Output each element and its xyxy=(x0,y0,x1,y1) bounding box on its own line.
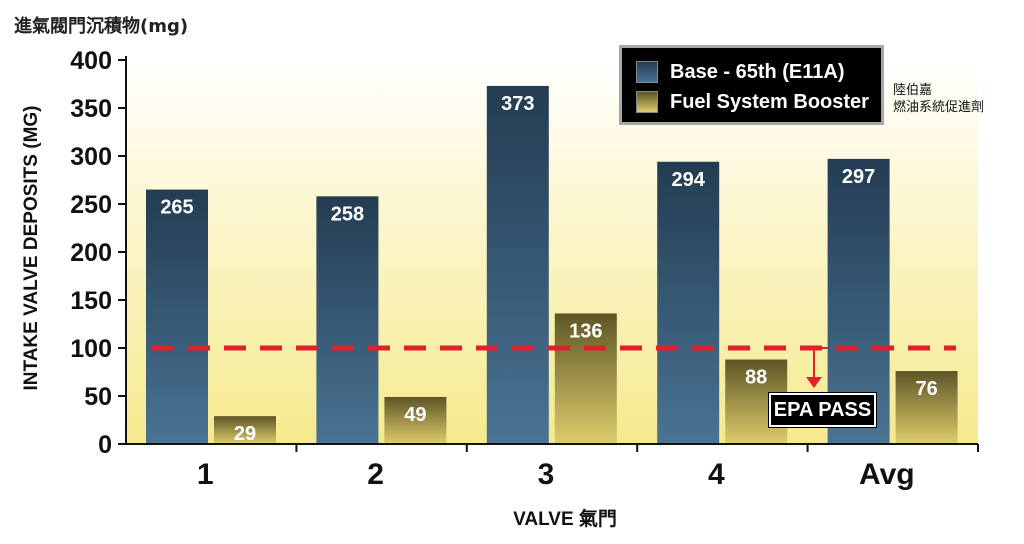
x-axis-title: VALVE 氣門 xyxy=(513,509,617,530)
data-label-booster-2: 49 xyxy=(404,404,426,426)
bar-base-4 xyxy=(657,161,720,444)
data-label-base-2: 258 xyxy=(331,203,364,225)
y-tick-label-0: 0 xyxy=(98,431,112,459)
bar-base-1 xyxy=(146,189,208,444)
y-tick-label-50: 50 xyxy=(84,383,112,411)
y-tick-label-300: 300 xyxy=(70,143,112,171)
data-label-booster-1: 29 xyxy=(234,423,256,445)
data-label-base-4: 294 xyxy=(672,169,706,191)
bar-booster-avg xyxy=(895,371,958,444)
chart-title: 進氣閥門沉積物(mg) xyxy=(14,16,189,37)
bar-booster-3 xyxy=(554,313,617,444)
y-tick-label-250: 250 xyxy=(70,191,112,219)
legend-label-booster: Fuel System Booster xyxy=(670,90,869,113)
x-tick-label-avg: Avg xyxy=(859,458,915,491)
epa-arrow-head xyxy=(806,377,822,388)
side-note: 陸伯嘉 燃油系統促進劑 xyxy=(893,82,984,116)
y-tick-label-150: 150 xyxy=(70,287,112,315)
epa-pass-badge: EPA PASS xyxy=(768,392,877,428)
x-tick-label-2: 2 xyxy=(367,458,384,491)
bar-booster-2 xyxy=(384,396,447,444)
y-tick-label-350: 350 xyxy=(70,95,112,123)
legend-swatch-base xyxy=(636,61,658,83)
y-tick-label-200: 200 xyxy=(70,239,112,267)
bar-booster-1 xyxy=(214,416,276,444)
data-label-booster-avg: 76 xyxy=(915,378,937,400)
legend-label-base: Base - 65th (E11A) xyxy=(670,60,845,83)
data-label-base-avg: 297 xyxy=(842,166,875,188)
data-label-booster-4: 88 xyxy=(745,367,767,389)
bar-base-2 xyxy=(316,196,379,444)
y-tick-label-100: 100 xyxy=(70,335,112,363)
x-tick-label-4: 4 xyxy=(708,458,725,491)
x-tick-label-1: 1 xyxy=(197,458,214,491)
side-note-line1: 陸伯嘉 xyxy=(893,83,933,98)
data-label-booster-3: 136 xyxy=(569,320,602,342)
epa-arrow-line xyxy=(813,347,828,384)
y-axis-title: INTAKE VALVE DEPOSITS (MG) xyxy=(21,105,42,391)
side-note-line2: 燃油系統促進劑 xyxy=(893,100,985,115)
x-tick-label-3: 3 xyxy=(538,458,555,491)
bar-base-3 xyxy=(486,85,549,445)
legend-swatch-booster xyxy=(636,91,658,113)
legend-item-base: Base - 65th (E11A) xyxy=(636,60,845,84)
y-tick-label-400: 400 xyxy=(70,47,112,75)
legend: Base - 65th (E11A) Fuel System Booster xyxy=(619,45,884,125)
data-label-base-1: 265 xyxy=(160,197,193,219)
legend-item-booster: Fuel System Booster xyxy=(636,90,869,114)
data-label-base-3: 373 xyxy=(501,93,534,115)
